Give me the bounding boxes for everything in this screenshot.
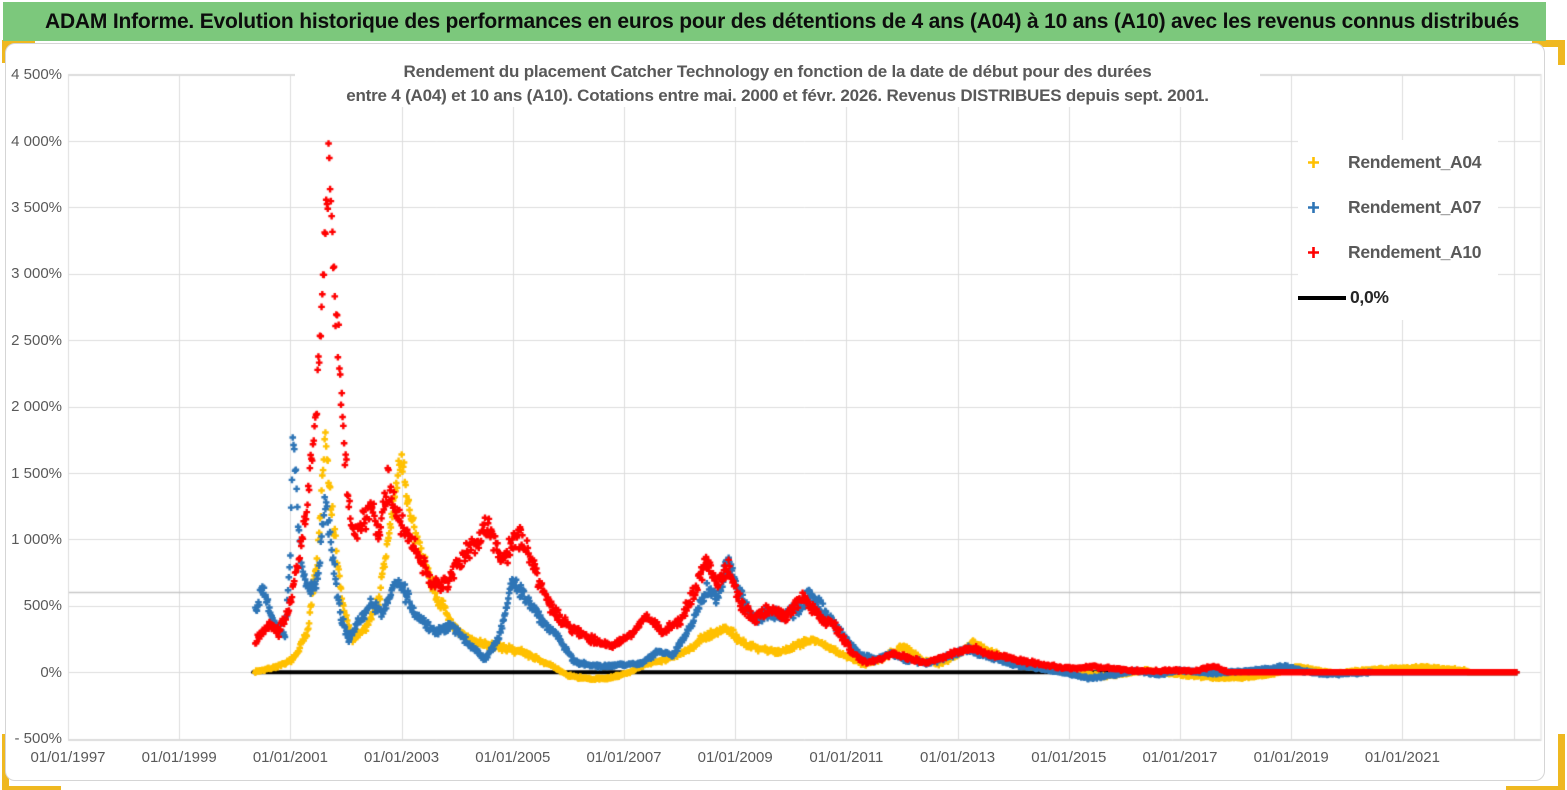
x-tick-label: 01/01/2021 xyxy=(1364,749,1440,766)
x-tick-label: 01/01/2017 xyxy=(1142,749,1218,766)
x-tick-label: 01/01/2003 xyxy=(364,749,440,766)
x-tick-label: 01/01/2019 xyxy=(1253,749,1329,766)
y-tick-label: 4 000% xyxy=(11,132,62,150)
legend-label: Rendement_A04 xyxy=(1348,152,1482,172)
legend-label: 0,0% xyxy=(1350,287,1389,307)
plus-marker-icon xyxy=(1308,157,1319,168)
legend-item: Rendement_A04 xyxy=(1298,140,1498,185)
y-tick-label: 2 500% xyxy=(11,331,62,349)
x-tick-label: 01/01/2007 xyxy=(586,749,662,766)
x-tick-label: 01/01/2015 xyxy=(1031,749,1107,766)
y-tick-label: 500% xyxy=(23,597,62,615)
y-tick-label: 1 000% xyxy=(11,530,62,548)
y-tick-label: - 500% xyxy=(14,730,62,748)
legend-item: 0,0% xyxy=(1298,275,1498,320)
y-tick-label: 0% xyxy=(40,663,62,681)
legend-label: Rendement_A10 xyxy=(1348,242,1482,262)
chart-title-line2: entre 4 (A04) et 10 ans (A10). Cotations… xyxy=(346,85,1209,105)
zero-line-swatch xyxy=(1298,295,1346,300)
legend-item: Rendement_A07 xyxy=(1298,185,1498,230)
legend-item: Rendement_A10 xyxy=(1298,230,1498,275)
legend-label: Rendement_A07 xyxy=(1348,197,1482,217)
plus-marker-icon xyxy=(1308,202,1319,213)
y-tick-label: 3 500% xyxy=(11,198,62,216)
sheet-header-title: ADAM Informe. Evolution historique des p… xyxy=(45,9,1520,33)
y-tick-label: 2 000% xyxy=(11,398,62,416)
sheet-header-bar: ADAM Informe. Evolution historique des p… xyxy=(3,2,1546,41)
chart-title-line1: Rendement du placement Catcher Technolog… xyxy=(403,62,1152,81)
x-tick-label: 01/01/2013 xyxy=(920,749,996,766)
x-tick-label: 01/01/1999 xyxy=(141,749,217,766)
x-tick-label: 01/01/2011 xyxy=(809,749,884,766)
x-tick-label: 01/01/2005 xyxy=(475,749,551,766)
x-tick-label: 01/01/2001 xyxy=(252,749,328,766)
y-tick-label: 3 000% xyxy=(11,265,62,283)
chart-title: Rendement du placement Catcher Technolog… xyxy=(295,60,1260,107)
x-tick-label: 01/01/1997 xyxy=(30,749,106,766)
y-tick-label: 4 500% xyxy=(11,66,62,84)
y-tick-label: 1 500% xyxy=(11,464,62,482)
plus-marker-icon xyxy=(1308,247,1319,258)
chart-legend: Rendement_A04 Rendement_A07 Rendement_A10 0… xyxy=(1298,140,1498,320)
x-tick-label: 01/01/2009 xyxy=(697,749,773,766)
